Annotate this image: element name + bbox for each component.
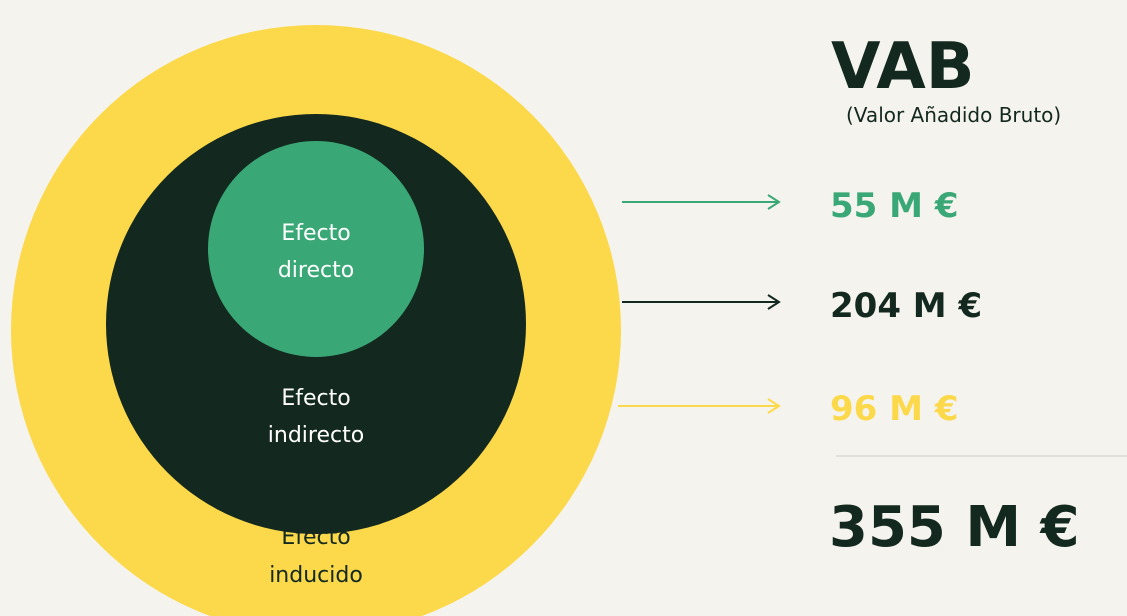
circle-label: inducido [269, 563, 363, 588]
value: 204 M € [830, 286, 982, 326]
value: 55 M € [830, 186, 958, 226]
title: VAB [831, 30, 975, 104]
inner-circle [208, 141, 424, 357]
circle-label: Efecto [281, 386, 350, 411]
circle-label: directo [278, 258, 354, 283]
total: 355 M € [829, 495, 1080, 560]
arrows [618, 194, 781, 414]
circle-label: Efecto [281, 221, 350, 246]
subtitle: (Valor Añadido Bruto) [846, 103, 1061, 127]
value: 96 M € [830, 389, 958, 429]
arrow [618, 398, 781, 414]
arrow [622, 194, 781, 210]
circle-label: Efecto [281, 525, 350, 550]
arrow [622, 294, 781, 310]
circle-label: indirecto [268, 423, 364, 448]
